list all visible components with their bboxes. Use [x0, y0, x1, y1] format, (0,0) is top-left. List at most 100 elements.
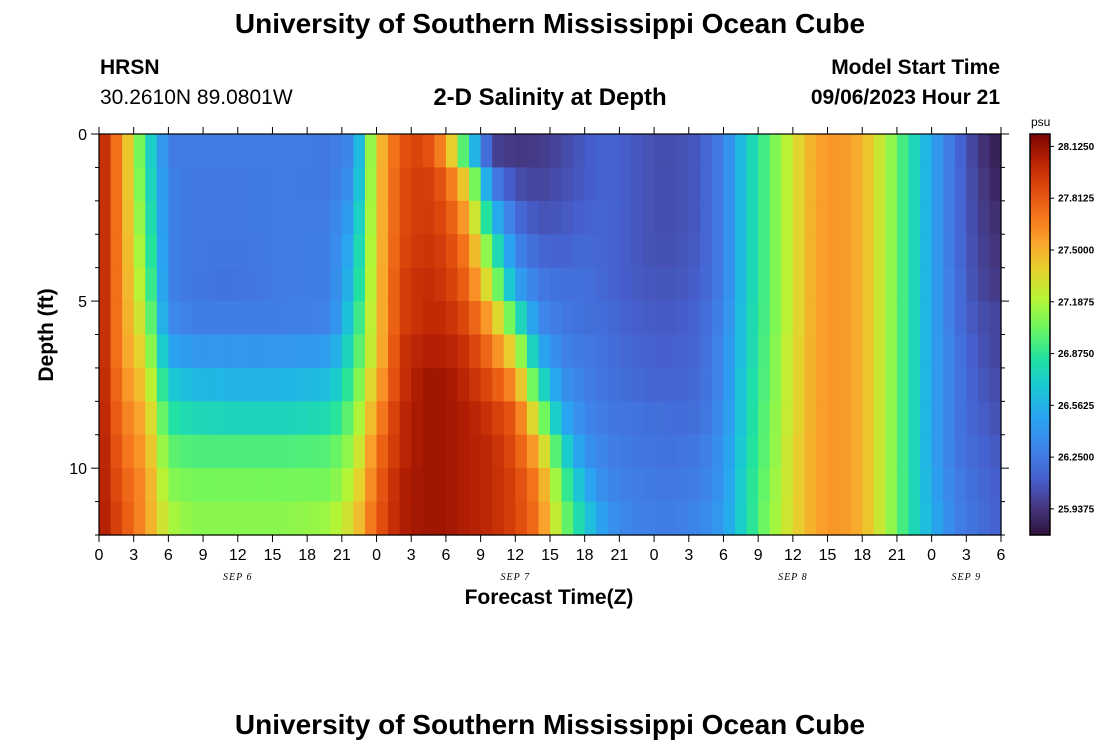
heatmap-cell [434, 267, 447, 302]
heatmap-cell [445, 334, 459, 369]
heatmap-cell [284, 367, 297, 402]
x-tick-label: 21 [610, 547, 628, 564]
heatmap-cell [422, 234, 435, 269]
heatmap-cell [885, 334, 898, 369]
heatmap-cell [688, 334, 701, 369]
heatmap-cell [122, 501, 135, 536]
heatmap-cell [179, 367, 193, 402]
colorbar-unit: psu [1031, 115, 1050, 129]
heatmap-cell [677, 434, 690, 469]
heatmap-cell [735, 334, 748, 369]
heatmap-cell [388, 134, 401, 169]
heatmap-cell [804, 234, 817, 269]
heatmap-cell [249, 167, 262, 202]
heatmap-cell [792, 200, 806, 235]
heatmap-cell [156, 367, 169, 402]
heatmap-cell [815, 434, 829, 469]
heatmap-cell [503, 468, 516, 503]
heatmap-cell [122, 301, 135, 336]
heatmap-cell [237, 401, 250, 436]
heatmap-cell [630, 334, 644, 369]
heatmap-cell [122, 234, 135, 269]
heatmap-cell [862, 501, 875, 536]
heatmap-cell [388, 267, 401, 302]
heatmap-cell [99, 167, 112, 202]
heatmap-cell [596, 334, 609, 369]
heatmap-cell [445, 468, 459, 503]
heatmap-cell [353, 401, 366, 436]
heatmap-cell [214, 200, 227, 235]
heatmap-cell [769, 367, 782, 402]
heatmap-cell [839, 401, 852, 436]
heatmap-cell [388, 234, 401, 269]
heatmap-cell [711, 134, 725, 169]
heatmap-cell [284, 301, 297, 336]
x-tick-label: 3 [684, 547, 693, 564]
heatmap-cell [376, 200, 389, 235]
heatmap-cell [272, 501, 285, 536]
heatmap-cell [862, 234, 875, 269]
heatmap-cell [954, 267, 967, 302]
heatmap-cell [896, 200, 910, 235]
heatmap-cell [457, 401, 470, 436]
heatmap-cell [492, 401, 505, 436]
heatmap-cell [642, 267, 655, 302]
heatmap-cell [550, 367, 563, 402]
heatmap-cell [735, 501, 748, 536]
heatmap-cell [364, 234, 378, 269]
heatmap-cell [122, 200, 135, 235]
heatmap-cell [896, 367, 910, 402]
colorbar-tick-label: 26.8750 [1058, 349, 1095, 360]
heatmap-cell [110, 200, 123, 235]
heatmap-cell [399, 167, 412, 202]
heatmap-cell [307, 401, 320, 436]
heatmap-cell [203, 200, 216, 235]
heatmap-cell [781, 200, 794, 235]
heatmap-cell [885, 167, 898, 202]
heatmap-cell [596, 401, 609, 436]
heatmap-cell [711, 401, 725, 436]
heatmap-cell [966, 468, 979, 503]
heatmap-cell [723, 434, 736, 469]
heatmap-cell [850, 167, 863, 202]
heatmap-cell [156, 267, 169, 302]
heatmap-cell [885, 468, 898, 503]
heatmap-cell [445, 401, 459, 436]
heatmap-cell [665, 234, 678, 269]
heatmap-cell [434, 134, 447, 169]
heatmap-cell [688, 134, 701, 169]
heatmap-cell [538, 401, 551, 436]
heatmap-cell [642, 334, 655, 369]
heatmap-cell [862, 401, 875, 436]
heatmap-cell [480, 200, 493, 235]
heatmap-cell [307, 367, 320, 402]
heatmap-cell [584, 134, 597, 169]
heatmap-cell [480, 401, 493, 436]
heatmap-cell [654, 434, 667, 469]
heatmap-cell [457, 167, 470, 202]
heatmap-cell [341, 267, 355, 302]
heatmap-cell [781, 434, 794, 469]
heatmap-cell [260, 200, 274, 235]
heatmap-cell [341, 167, 355, 202]
heatmap-cell [688, 401, 701, 436]
heatmap-cell [989, 134, 1002, 169]
heatmap-cell [700, 401, 713, 436]
heatmap-cell [850, 468, 863, 503]
heatmap-cell [607, 234, 620, 269]
heatmap-cell [214, 367, 227, 402]
heatmap-cell [237, 234, 250, 269]
heatmap-cell [284, 334, 297, 369]
heatmap-cell [584, 468, 597, 503]
heatmap-cell [642, 200, 655, 235]
heatmap-cell [168, 167, 181, 202]
heatmap-cell [226, 367, 239, 402]
heatmap-cell [746, 367, 759, 402]
heatmap-cell [295, 468, 308, 503]
heatmap-cell [989, 468, 1002, 503]
x-tick-label: 18 [853, 547, 871, 564]
heatmap-cell [110, 267, 123, 302]
heatmap-cell [769, 267, 782, 302]
heatmap-cell [145, 367, 158, 402]
